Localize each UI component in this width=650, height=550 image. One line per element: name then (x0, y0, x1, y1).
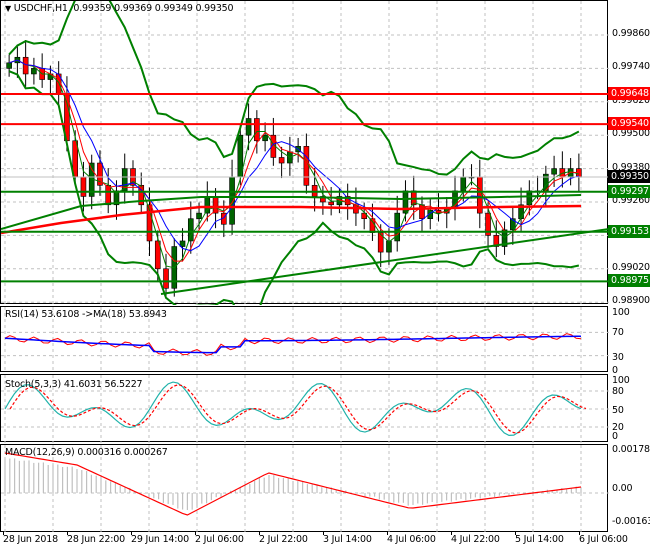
support-price-tag: 0.98975 (608, 274, 650, 288)
rsi_panel-tick: 70 (612, 327, 624, 338)
stoch_panel-tick: 20 (612, 422, 624, 433)
time-tick (259, 531, 260, 535)
rsi_panel-tick: 0 (612, 365, 618, 376)
time-tick (579, 531, 580, 535)
stoch_panel-tick: 0 (612, 431, 618, 442)
macd-canvas (1, 445, 609, 533)
current-price-tag: 0.99350 (608, 169, 650, 183)
price-tick: 0.99380 (612, 161, 650, 173)
time-label: 6 Jul 06:00 (579, 534, 628, 545)
symbol-label: USDCHF,H1 (13, 3, 68, 14)
time-label: 3 Jul 14:00 (323, 534, 372, 545)
rsi-title: RSI(14) 53.6108 ->MA(18) 53.8943 (5, 309, 167, 320)
ohlc-values: 0.99359 0.99369 0.99349 0.99350 (73, 3, 234, 14)
time-tick (195, 531, 196, 535)
price-tick: 0.98900 (612, 295, 650, 307)
price-tick: 0.99740 (612, 61, 650, 73)
time-tick (515, 531, 516, 535)
time-tick (67, 531, 68, 535)
macd-title: MACD(12,26,9) 0.000316 0.000267 (5, 447, 168, 458)
support-price-tag: 0.99297 (608, 184, 650, 198)
rsi-panel[interactable] (0, 306, 609, 373)
time-label: 2 Jul 06:00 (195, 534, 244, 545)
time-label: 4 Jul 06:00 (387, 534, 436, 545)
price-tick: 0.99620 (612, 94, 650, 106)
rsi-canvas (1, 307, 609, 373)
time-tick (323, 531, 324, 535)
stoch_panel-tick: 80 (612, 386, 624, 397)
price-chart-panel[interactable] (0, 0, 609, 305)
price-tick: 0.99500 (612, 128, 650, 140)
stochastic-panel[interactable] (0, 374, 609, 443)
stoch_panel-tick: 100 (612, 375, 630, 386)
triangle-down-icon[interactable]: ▼ (5, 4, 11, 13)
stoch_panel-tick: 50 (612, 405, 624, 416)
macd_panel-tick: -0.001634 (612, 516, 650, 527)
time-label: 28 Jun 22:00 (67, 534, 125, 545)
time-label: 29 Jun 14:00 (131, 534, 189, 545)
rsi_panel-tick: 30 (612, 352, 624, 363)
time-tick (131, 531, 132, 535)
time-tick (3, 531, 4, 535)
price-tick: 0.99860 (612, 28, 650, 39)
time-tick (451, 531, 452, 535)
stochastic-title: Stoch(5,3,3) 41.6031 56.5227 (5, 379, 143, 390)
macd_panel-tick: 0.001787 (612, 444, 650, 455)
resistance-price-tag: 0.99648 (608, 87, 650, 100)
time-label: 4 Jul 22:00 (451, 534, 500, 545)
macd-panel[interactable] (0, 444, 609, 533)
price-tick: 0.99260 (612, 194, 650, 206)
price-tick: 0.99020 (612, 261, 650, 273)
rsi_panel-tick: 100 (612, 307, 630, 318)
time-label: 5 Jul 14:00 (515, 534, 564, 545)
price-chart-canvas[interactable] (1, 1, 609, 305)
chart-header: ▼ USDCHF,H1 0.99359 0.99369 0.99349 0.99… (5, 3, 234, 14)
macd_panel-tick: 0.00 (612, 483, 633, 494)
support-price-tag: 0.99153 (608, 224, 650, 238)
time-tick (387, 531, 388, 535)
stochastic-canvas (1, 375, 609, 443)
time-label: 28 Jun 2018 (3, 534, 58, 545)
resistance-price-tag: 0.99540 (608, 117, 650, 131)
time-label: 2 Jul 22:00 (259, 534, 308, 545)
